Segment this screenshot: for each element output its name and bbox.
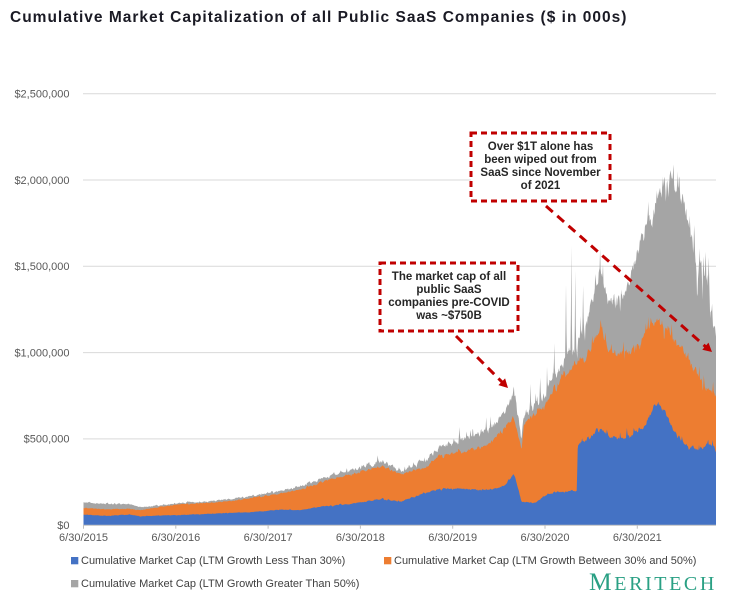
svg-text:$1,000,000: $1,000,000	[14, 347, 69, 359]
svg-text:public SaaS: public SaaS	[416, 284, 482, 296]
svg-text:$2,500,000: $2,500,000	[14, 89, 69, 101]
svg-text:Cumulative Market Cap (LTM Gro: Cumulative Market Cap (LTM Growth Betwee…	[394, 555, 696, 567]
svg-text:was ~$750B: was ~$750B	[415, 310, 482, 322]
svg-text:Cumulative Market Cap (LTM Gro: Cumulative Market Cap (LTM Growth Less T…	[81, 555, 345, 567]
svg-text:been wiped out from: been wiped out from	[484, 154, 596, 166]
svg-text:6/30/2020: 6/30/2020	[521, 532, 570, 544]
svg-text:SaaS since November: SaaS since November	[480, 167, 601, 179]
svg-text:6/30/2015: 6/30/2015	[59, 532, 108, 544]
svg-text:The market cap of all: The market cap of all	[392, 271, 506, 283]
svg-text:$500,000: $500,000	[24, 434, 70, 446]
svg-text:6/30/2019: 6/30/2019	[428, 532, 477, 544]
svg-text:of 2021: of 2021	[521, 180, 561, 192]
svg-text:$0: $0	[57, 520, 69, 532]
svg-text:Over $1T alone has: Over $1T alone has	[488, 141, 593, 153]
svg-text:$2,000,000: $2,000,000	[14, 175, 69, 187]
svg-text:Cumulative Market Cap (LTM Gro: Cumulative Market Cap (LTM Growth Greate…	[81, 578, 359, 590]
svg-text:6/30/2017: 6/30/2017	[244, 532, 293, 544]
svg-text:$1,500,000: $1,500,000	[14, 261, 69, 273]
svg-text:6/30/2018: 6/30/2018	[336, 532, 385, 544]
svg-text:6/30/2016: 6/30/2016	[151, 532, 200, 544]
svg-text:6/30/2021: 6/30/2021	[613, 532, 662, 544]
svg-text:companies pre-COVID: companies pre-COVID	[388, 297, 509, 309]
